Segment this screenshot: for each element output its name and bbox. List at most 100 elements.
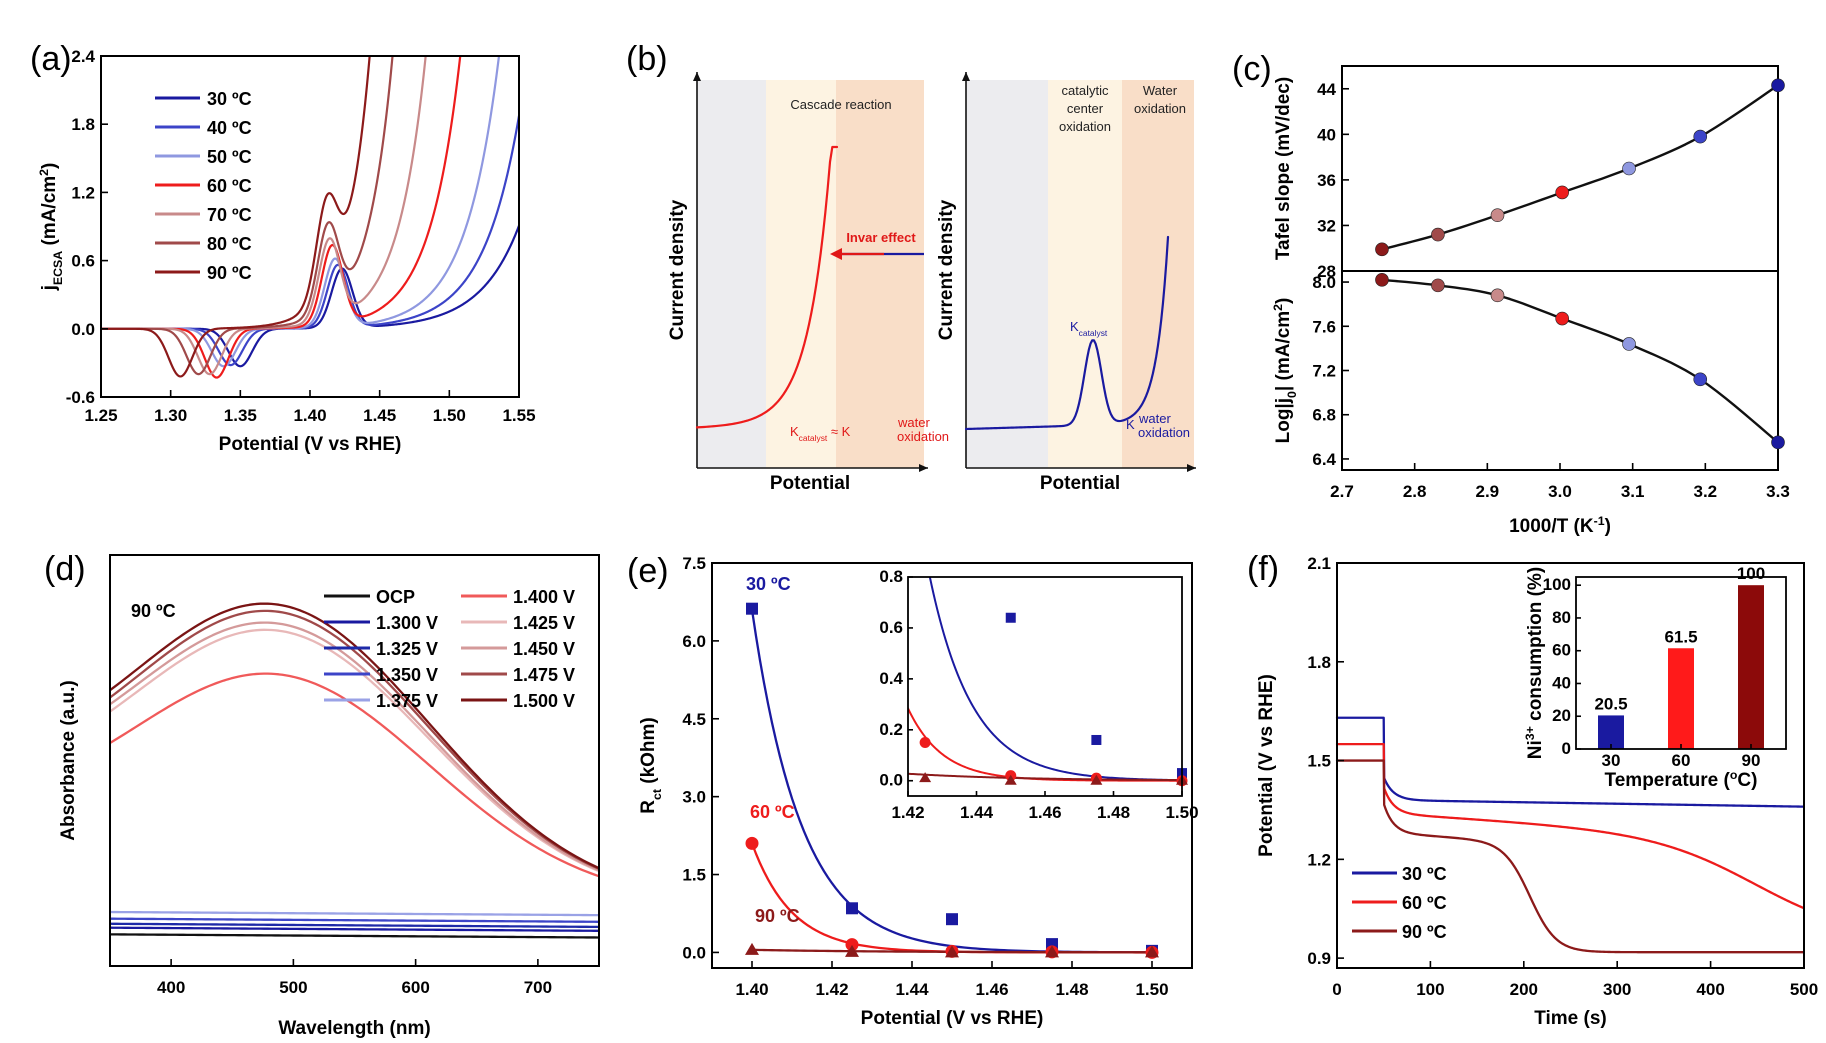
inset-xtick-label-f-1: 60 <box>1672 751 1691 770</box>
ytick-label-e-3: 4.5 <box>682 710 706 729</box>
inset-xtick-label-e-3: 1.48 <box>1097 803 1130 822</box>
point-c-top-0 <box>1375 242 1389 257</box>
point-e-0-0 <box>746 602 758 615</box>
point-c-bottom-2 <box>1490 288 1505 303</box>
xtick-label-e-0: 1.40 <box>735 980 768 999</box>
xtick-label-c-1: 2.8 <box>1403 482 1427 501</box>
inset-xlabel-f-part-2: C) <box>1737 770 1757 791</box>
inset-point-e-1-1 <box>919 737 931 749</box>
panel-label-e: (e) <box>627 552 669 590</box>
ylabel-a-part-3: 2 <box>37 169 51 176</box>
xtick-label-f-3: 300 <box>1603 980 1631 999</box>
point-c-bottom-4 <box>1622 337 1636 351</box>
xtick-label-d-3: 700 <box>524 978 552 997</box>
schematic-right-region2-line-0: Water <box>1143 83 1178 98</box>
ytick-label-a-4: 1.8 <box>71 115 95 134</box>
ytick-label-c-bottom-2: 7.2 <box>1312 362 1336 381</box>
panel-label-a: (a) <box>30 40 72 78</box>
schematic-left-bg-cream <box>766 80 836 468</box>
plot-d-curves <box>110 602 599 939</box>
xtick-label-a-2: 1.35 <box>224 406 257 425</box>
series-label-e-2: 90 ºC <box>755 906 800 926</box>
series-a-line-5 <box>101 56 394 376</box>
xtick-label-f-1: 100 <box>1416 980 1444 999</box>
schematic-left-k-sub: oxidation <box>897 429 949 444</box>
point-e-2-4 <box>1145 945 1159 958</box>
ylabel-c-bottom-part-2: 0 <box>1285 391 1299 398</box>
ylabel-a-part-1: ECSA <box>51 251 65 285</box>
xtick-label-d-2: 600 <box>401 978 429 997</box>
schematic-left-xlabel: Potential <box>770 473 850 494</box>
schematic-left-k-sup: water <box>897 415 930 430</box>
schematic-right-curve <box>964 235 1170 431</box>
point-c-top-1 <box>1431 227 1445 242</box>
ylabel-a: jECSA (mA/cm2) <box>37 163 65 292</box>
inset-e-bg <box>908 577 1182 796</box>
schematic-left-k-part-0: K <box>790 424 799 439</box>
inset-bar-label-f-0: 20.5 <box>1594 694 1627 713</box>
legend-a-label-2: 50 ºC <box>207 147 252 167</box>
legend-d-label-0: OCP <box>376 587 415 607</box>
ytick-label-c-top-1: 32 <box>1317 216 1336 235</box>
schematic-left-region-label: Cascade reaction <box>790 97 891 112</box>
schematic-left-bg-peach <box>836 80 924 468</box>
inset-bar-label-f-1: 61.5 <box>1664 627 1697 646</box>
ytick-label-f-2: 1.5 <box>1307 752 1331 771</box>
schematic-right-k2: K <box>1126 417 1135 432</box>
schematic-right-k2-part-0: K <box>1126 417 1135 432</box>
schematic-left-k-part-2: ≈ <box>827 424 841 439</box>
inset-point-e-2-2 <box>1004 774 1017 785</box>
schematic-right-k1: Kcatalyst <box>1070 319 1108 338</box>
xtick-label-f-2: 200 <box>1510 980 1538 999</box>
ytick-label-a-1: 0.0 <box>71 320 95 339</box>
legend-f-label-2: 90 ºC <box>1402 922 1447 942</box>
inset-ytick-label-e-3: 0.6 <box>879 618 903 637</box>
schematic-right-ylabel: Current density <box>936 199 957 340</box>
schematic-left-k-part-3: K <box>842 424 851 439</box>
xlabel-c-part-2: ) <box>1605 516 1611 537</box>
legend-d-label-7: 1.450 V <box>513 639 575 659</box>
point-e-0-2 <box>946 913 958 926</box>
ytick-label-e-2: 3.0 <box>682 788 706 807</box>
inset-point-e-0-3 <box>1091 734 1102 745</box>
xtick-label-c-0: 2.7 <box>1330 482 1354 501</box>
legend-d-label-9: 1.500 V <box>513 691 575 711</box>
ylabel-e-part-2: (kOhm) <box>638 717 659 789</box>
point-e-2-2 <box>945 945 959 958</box>
ytick-label-a-0: -0.6 <box>66 388 95 407</box>
series-d-line-5 <box>110 672 599 877</box>
ytick-label-e-0: 0.0 <box>682 943 706 962</box>
series-d-line-8 <box>110 609 599 870</box>
inset-xlabel-f: Temperature (oC) <box>1605 768 1758 791</box>
schematic-left-curve <box>695 145 839 429</box>
point-c-top-2 <box>1490 208 1505 222</box>
ylabel-d: Absorbance (a.u.) <box>58 680 79 840</box>
inset-point-e-0-2 <box>1005 612 1016 623</box>
schematic-right-bg-cream <box>1048 80 1122 468</box>
inset-bar-f-0 <box>1598 715 1624 749</box>
schematic-left-bg-gray <box>697 80 766 468</box>
ytick-label-c-bottom-4: 8.0 <box>1312 273 1336 292</box>
inset-xtick-label-f-2: 90 <box>1742 751 1761 770</box>
series-d-line-1 <box>110 926 599 932</box>
schematic-right-k2-sub: oxidation <box>1138 425 1190 440</box>
inset-xtick-label-e-0: 1.42 <box>891 803 924 822</box>
xtick-label-c-2: 2.9 <box>1476 482 1500 501</box>
xtick-label-c-3: 3.0 <box>1548 482 1572 501</box>
xlabel-f: Time (s) <box>1534 1008 1607 1029</box>
ylabel-a-part-2: (mA/cm <box>39 176 60 251</box>
legend-f-label-0: 30 ºC <box>1402 864 1447 884</box>
xlabel-c-part-1: -1 <box>1594 514 1605 528</box>
ytick-label-c-bottom-0: 6.4 <box>1312 450 1336 469</box>
inset-f-frame <box>1575 576 1787 750</box>
ylabel-e-part-0: R <box>638 800 659 814</box>
ylabel-c-bottom: Log|j0| (mA/cm2) <box>1271 298 1299 444</box>
ytick-label-f-4: 2.1 <box>1307 554 1331 573</box>
panel-label-b: (b) <box>626 40 668 78</box>
inset-xtick-label-e-1: 1.44 <box>960 803 994 822</box>
series-d-line-3 <box>110 917 599 923</box>
point-e-2-1 <box>845 944 859 957</box>
series-d-line-6 <box>110 628 599 872</box>
xlabel-a: Potential (V vs RHE) <box>219 434 402 455</box>
point-e-2-0 <box>745 942 759 955</box>
